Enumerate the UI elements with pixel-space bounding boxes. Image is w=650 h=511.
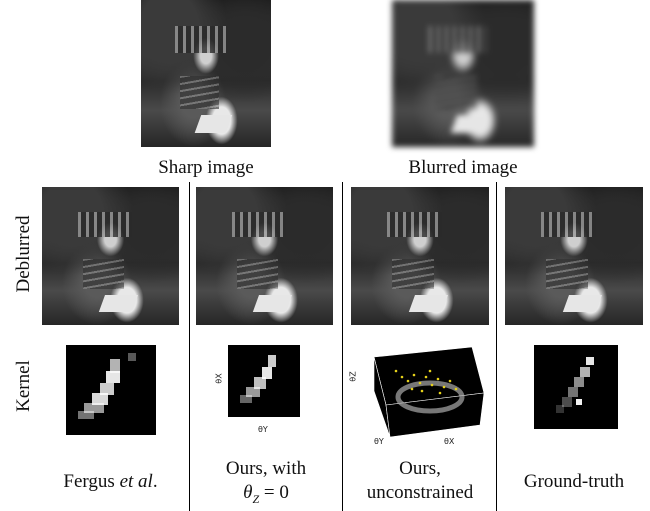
column-separator xyxy=(342,182,343,511)
caption-ours-thetaz0: Ours, with θZ = 0 xyxy=(193,458,339,510)
deblurred-ground-truth xyxy=(505,187,643,325)
column-separator xyxy=(189,182,190,511)
sharp-image xyxy=(141,0,271,147)
kernel-ground-truth xyxy=(534,345,618,429)
blurred-image xyxy=(392,0,534,147)
kernel-axis-label: θX xyxy=(444,437,455,446)
caption-line1: Ours, with xyxy=(225,458,307,479)
caption-fergus: Fergus et al. xyxy=(63,471,158,492)
kernel-axis-label: θZ xyxy=(348,371,358,382)
caption-line1: Ours, xyxy=(399,458,441,479)
row-label-kernel: Kernel xyxy=(13,360,34,412)
sharp-image-caption: Sharp image xyxy=(158,157,254,178)
caption-line2: θZ = 0 xyxy=(243,482,289,506)
kernel-ours-unconstrained-3d xyxy=(373,346,485,438)
caption-ours-unconstrained: Ours, unconstrained xyxy=(346,458,494,504)
deblurred-ours-unconstrained xyxy=(351,187,489,325)
kernel-axis-label: θY xyxy=(374,437,384,446)
caption-line2: unconstrained xyxy=(366,482,474,503)
kernel-axis-label: θX xyxy=(214,373,224,384)
deblurred-ours-thetaz0 xyxy=(196,187,333,325)
kernel-axis-label: θY xyxy=(258,425,268,434)
blurred-image-caption: Blurred image xyxy=(408,157,518,178)
deblurred-fergus xyxy=(42,187,179,325)
column-separator xyxy=(496,182,497,511)
caption-ground-truth: Ground-truth xyxy=(523,471,625,492)
kernel-fergus xyxy=(66,345,156,435)
row-label-deblurred: Deblurred xyxy=(13,215,34,293)
kernel-ours-thetaz0 xyxy=(228,345,300,417)
